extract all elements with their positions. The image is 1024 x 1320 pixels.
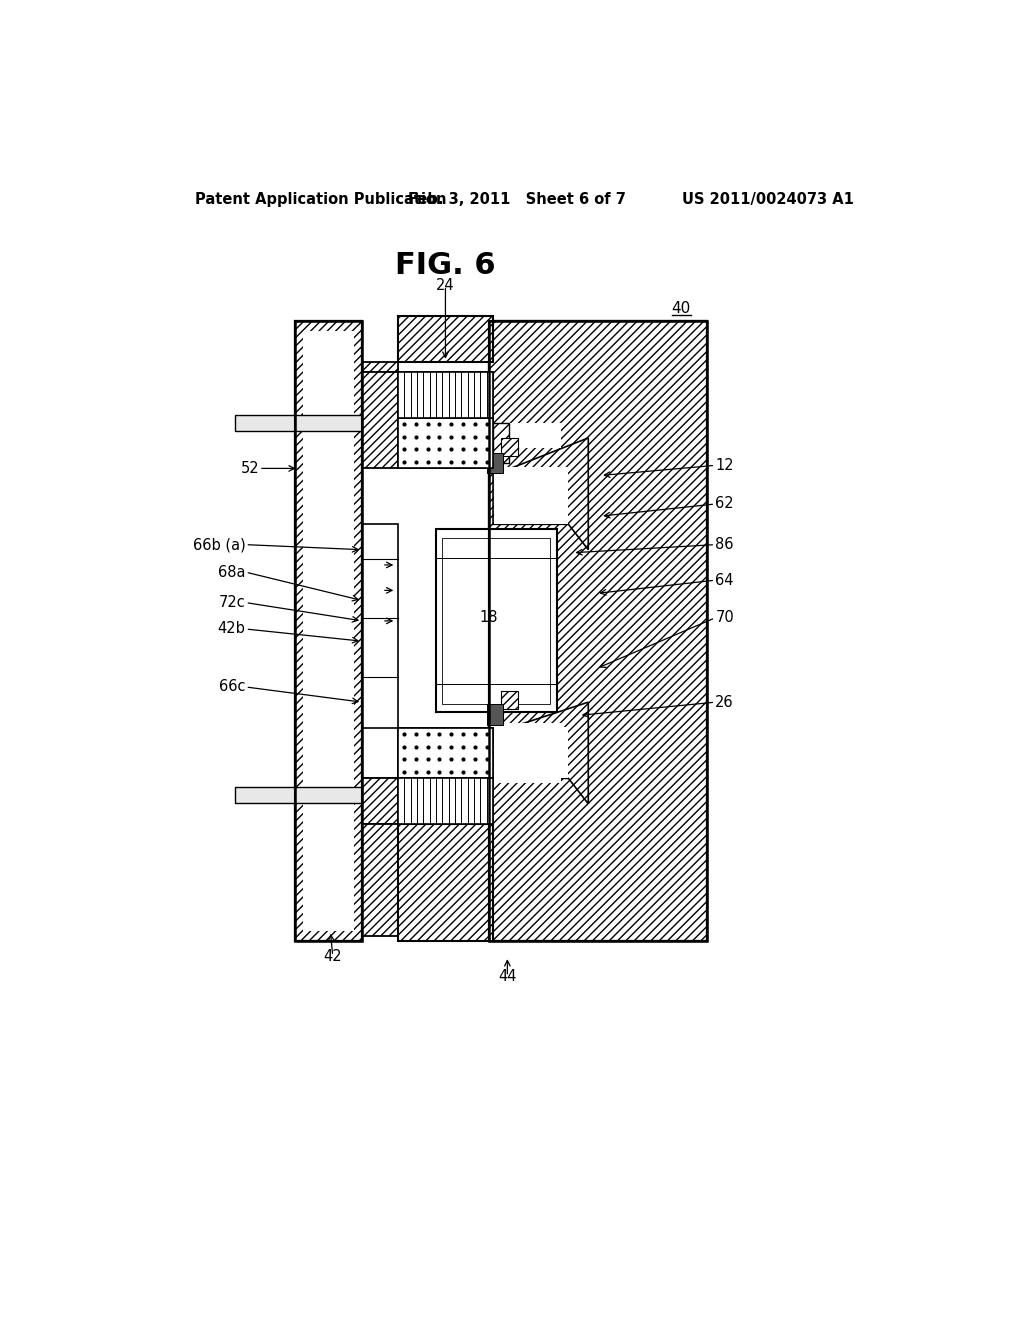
Text: Feb. 3, 2011   Sheet 6 of 7: Feb. 3, 2011 Sheet 6 of 7 [408,191,626,206]
Bar [397,372,494,417]
Text: Patent Application Publication: Patent Application Publication [196,191,446,206]
Bar [494,726,567,779]
Polygon shape [501,438,518,457]
Text: 24: 24 [436,279,455,293]
Bar [397,779,494,824]
Text: 42b: 42b [217,622,246,636]
Text: US 2011/0024073 A1: US 2011/0024073 A1 [682,191,854,206]
Text: 62: 62 [715,496,734,511]
Bar [295,321,362,941]
Text: 40: 40 [672,301,691,317]
Bar [489,321,708,941]
Text: 86: 86 [715,537,734,552]
Text: 70: 70 [715,610,734,626]
Bar [397,417,494,469]
Text: 44: 44 [498,969,516,985]
Polygon shape [397,315,494,362]
Bar [397,727,494,779]
Polygon shape [397,824,494,941]
Bar [397,727,494,779]
Bar [489,422,560,447]
Polygon shape [501,690,518,709]
Polygon shape [362,779,397,824]
Bar [295,321,362,941]
Text: 64: 64 [715,573,734,587]
Bar [494,467,567,524]
Text: 42: 42 [324,949,342,964]
Polygon shape [494,702,588,804]
Text: 18: 18 [480,610,499,626]
Polygon shape [489,321,708,941]
Text: 68a: 68a [218,565,246,579]
Bar [303,331,354,931]
Text: 66c: 66c [219,680,246,694]
Text: FIG. 6: FIG. 6 [395,251,496,280]
Bar [442,537,550,704]
Bar [295,321,362,941]
Bar [362,524,397,727]
Polygon shape [494,438,588,549]
Bar [489,722,560,784]
Bar [397,417,494,469]
Polygon shape [362,362,397,372]
Bar [489,321,708,941]
Text: 66b (a): 66b (a) [193,537,246,552]
Bar [489,321,708,941]
Text: 52: 52 [241,461,259,477]
Bar [397,779,494,824]
Bar [486,704,503,725]
Polygon shape [489,321,708,941]
Text: 72c: 72c [219,595,246,610]
Polygon shape [494,422,509,463]
Polygon shape [362,824,397,936]
Bar [489,326,703,936]
Bar [397,372,494,417]
Bar [236,414,362,430]
Polygon shape [295,321,362,941]
Text: 12: 12 [715,458,734,473]
Text: 26: 26 [715,694,734,710]
Bar [436,529,557,713]
Polygon shape [362,372,397,469]
Bar [486,453,503,474]
Bar [236,787,362,803]
